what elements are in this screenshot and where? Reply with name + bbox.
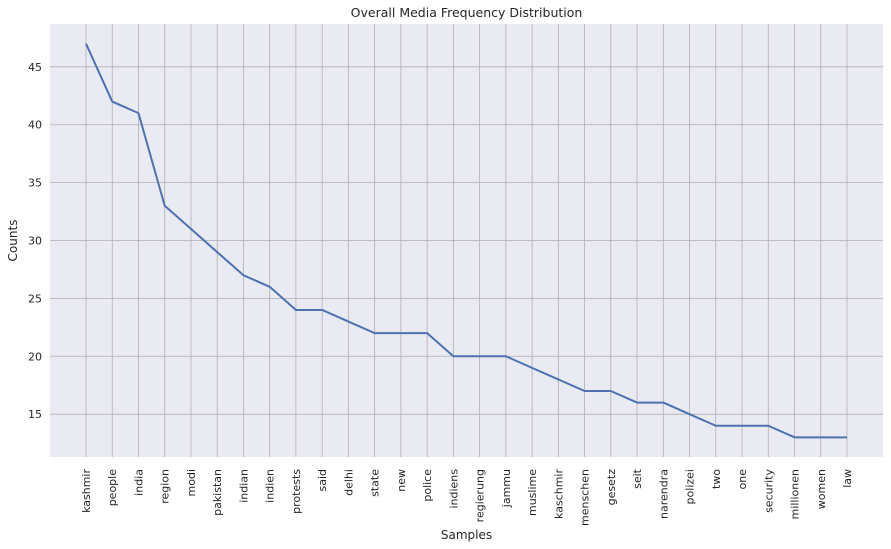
- series-line: [85, 43, 847, 439]
- x-tick-label: narendra: [657, 469, 670, 519]
- x-tick-label: women: [815, 469, 828, 509]
- x-tick-label: regierung: [474, 469, 487, 522]
- x-tick-label: said: [316, 469, 329, 492]
- chart-title: Overall Media Frequency Distribution: [350, 5, 583, 20]
- y-tick-label: 20: [28, 350, 42, 363]
- y-tick-label: 35: [28, 177, 42, 190]
- x-tick-label: police: [421, 469, 434, 502]
- grid: [50, 24, 883, 457]
- x-tick-label: two: [710, 469, 723, 489]
- x-tick-label: security: [762, 469, 775, 513]
- x-tick-label: region: [159, 469, 172, 504]
- x-tick-label: india: [132, 469, 145, 496]
- x-tick-label: modi: [185, 469, 198, 496]
- x-tick-label: state: [369, 469, 382, 497]
- x-tick-label: indiens: [447, 469, 460, 509]
- x-tick-label: polizei: [684, 469, 697, 504]
- y-tick-label: 30: [28, 235, 42, 248]
- x-tick-label: jammu: [500, 469, 513, 508]
- x-tick-label: kaschmir: [552, 469, 565, 519]
- x-tick-label: muslime: [526, 469, 539, 516]
- y-tick-label: 25: [28, 292, 42, 305]
- x-tick-label: one: [736, 469, 749, 490]
- x-tick-label: delhi: [342, 469, 355, 496]
- x-axis-label: Samples: [441, 528, 492, 542]
- y-tick-label: 15: [28, 408, 42, 421]
- x-axis: kashmir people india region modi pakistan indi…: [80, 468, 854, 526]
- x-tick-label: menschen: [579, 469, 592, 526]
- x-tick-label: indian: [237, 469, 250, 503]
- x-tick-label: seit: [631, 468, 644, 489]
- y-tick-label: 40: [28, 119, 42, 132]
- x-tick-label: people: [106, 469, 119, 507]
- x-tick-label: protests: [290, 469, 303, 514]
- x-tick-label: kashmir: [80, 469, 93, 513]
- x-tick-label: indien: [264, 469, 277, 503]
- y-tick-label: 45: [28, 61, 42, 74]
- y-axis-label: Counts: [6, 220, 20, 262]
- x-tick-label: law: [841, 469, 854, 488]
- series-layer: [85, 43, 848, 439]
- y-axis: 15 20 25 30 35 40 45: [28, 61, 42, 421]
- x-tick-label: millionen: [789, 469, 802, 519]
- x-tick-label: pakistan: [211, 469, 224, 516]
- x-tick-label: gesetz: [605, 469, 618, 506]
- x-tick-label: new: [395, 469, 408, 492]
